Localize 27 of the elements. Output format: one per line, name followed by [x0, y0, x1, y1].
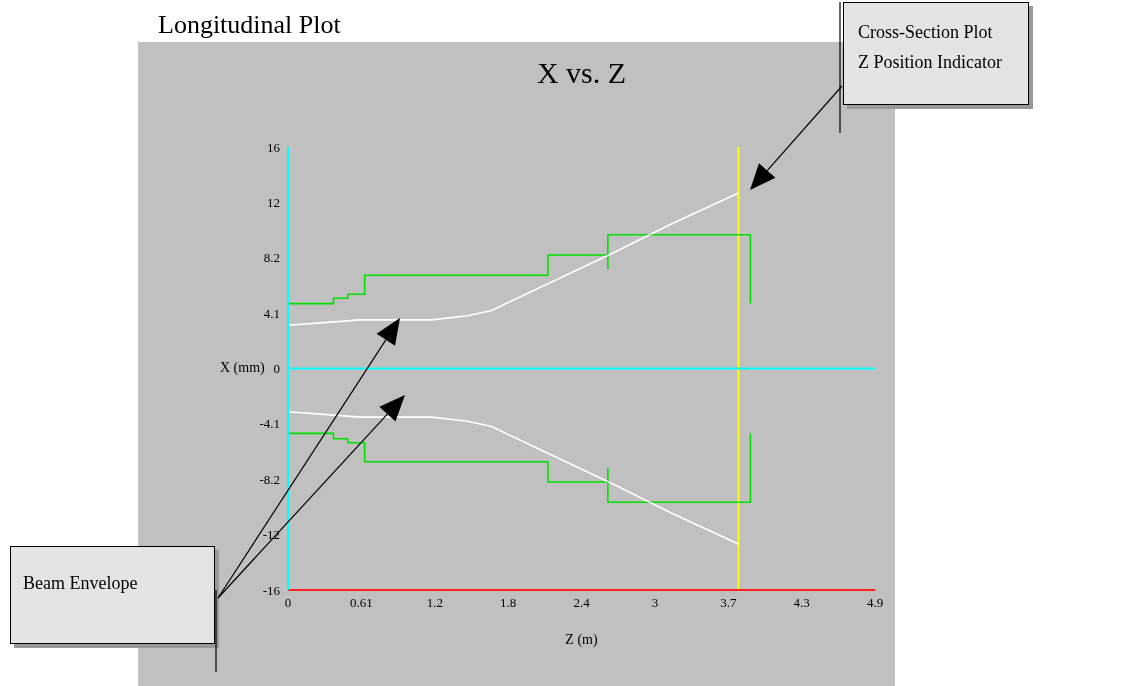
chart-title: Longitudinal Plot [158, 10, 341, 40]
y-tick-label: -4.1 [259, 416, 280, 432]
line-series [288, 233, 752, 305]
chart-subtitle: X vs. Z [536, 56, 627, 89]
x-tick-label: 1.8 [500, 595, 517, 611]
y-tick-label: 4.1 [263, 305, 280, 321]
x-tick-label: 2.4 [573, 595, 591, 611]
y-tick-label: 12 [267, 194, 280, 210]
y-tick-label: -8.2 [259, 471, 280, 487]
y-tick-label: 16 [267, 139, 281, 155]
x-tick-label: 0.61 [350, 595, 373, 611]
y-tick-label: 8.2 [263, 250, 280, 266]
y-tick-label: -16 [262, 582, 281, 598]
line-series [288, 192, 740, 327]
x-tick-label: 0 [284, 595, 292, 611]
line-series [288, 410, 740, 545]
x-tick-label: 3 [651, 595, 659, 611]
x-tick-label: 4.3 [793, 595, 810, 611]
text: Beam Envelope [10, 546, 215, 644]
x-axis-title: Z (m) [565, 632, 598, 648]
x-tick-label: 1.2 [426, 595, 443, 611]
x-tick-label: 3.7 [720, 595, 737, 611]
x-tick-label: 4.9 [866, 595, 884, 611]
y-tick-label: 0 [273, 361, 280, 377]
text: Cross-Section Plot Z Position Indicator [843, 2, 1029, 105]
line-series [288, 432, 752, 504]
y-axis-title: X (mm) [220, 360, 265, 376]
